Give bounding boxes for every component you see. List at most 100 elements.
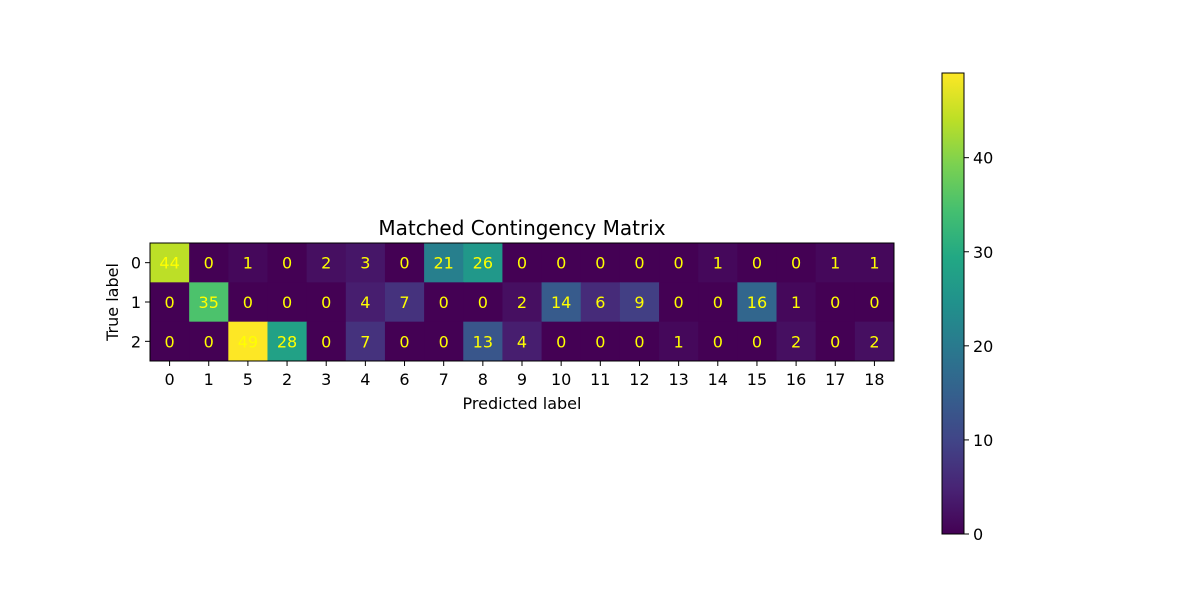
heatmap-cell-value: 0: [243, 293, 253, 312]
heatmap-cell-value: 0: [556, 332, 566, 351]
x-tick-label: 17: [825, 370, 845, 389]
heatmap-cell-value: 0: [321, 293, 331, 312]
heatmap-cell: [854, 321, 895, 362]
x-tick-label: 10: [551, 370, 571, 389]
colorbar-tick-label: 0: [973, 525, 983, 544]
heatmap-cell-value: 0: [164, 332, 174, 351]
heatmap-cell-value: 44: [159, 254, 179, 273]
x-tick-label: 2: [282, 370, 292, 389]
heatmap-cell-value: 0: [634, 332, 644, 351]
heatmap-cell: [659, 243, 699, 283]
heatmap-cell-value: 0: [830, 293, 840, 312]
heatmap-cell: [306, 282, 347, 323]
heatmap-cell-value: 2: [517, 293, 527, 312]
heatmap-cell-value: 0: [321, 332, 331, 351]
heatmap-cell: [502, 243, 543, 283]
colorbar-tick-label: 40: [973, 149, 993, 168]
heatmap-cell: [424, 243, 464, 283]
heatmap-cell: [463, 321, 503, 362]
heatmap-cell: [776, 282, 817, 323]
heatmap-cell: [228, 243, 268, 283]
heatmap-cell: [659, 321, 699, 362]
heatmap-cell-value: 1: [830, 254, 840, 273]
heatmap-cell-value: 0: [752, 332, 762, 351]
heatmap-cell: [541, 282, 582, 323]
heatmap-cell: [580, 282, 621, 323]
heatmap-cell-value: 0: [713, 332, 723, 351]
y-tick-label: 2: [131, 332, 141, 351]
x-tick-label: 3: [321, 370, 331, 389]
heatmap-cell-value: 0: [399, 254, 409, 273]
heatmap-cell-value: 14: [551, 293, 571, 312]
heatmap-cell: [737, 243, 778, 283]
heatmap-cell: [698, 243, 738, 283]
heatmap-cell-value: 1: [243, 254, 253, 273]
y-tick-label: 0: [131, 254, 141, 273]
heatmap-cell-value: 0: [595, 332, 605, 351]
heatmap-cell: [776, 321, 817, 362]
heatmap-cell-value: 4: [517, 332, 527, 351]
heatmap-cell: [150, 243, 190, 283]
heatmap-cell: [815, 321, 856, 362]
heatmap-cell-value: 49: [238, 332, 258, 351]
heatmap-cell: [228, 321, 268, 362]
heatmap-cell-value: 13: [473, 332, 493, 351]
heatmap-cell: [698, 321, 738, 362]
heatmap-cells: [150, 243, 895, 362]
heatmap-cell-value: 0: [674, 293, 684, 312]
x-tick-label: 5: [243, 370, 253, 389]
heatmap-cell-value: 0: [439, 293, 449, 312]
heatmap-cell: [189, 282, 229, 323]
x-tick-label: 6: [399, 370, 409, 389]
x-tick-label: 13: [668, 370, 688, 389]
heatmap-cell: [384, 321, 425, 362]
heatmap-cell-value: 0: [869, 293, 879, 312]
x-tick-label: 7: [439, 370, 449, 389]
heatmap-cell: [737, 321, 778, 362]
x-axis-ticks: 0 1 5 2 3 4 6 7 8 9 10 11 12 13 14 15 16 17 18: [164, 361, 885, 389]
heatmap-cell-value: 0: [478, 293, 488, 312]
colorbar-tick-label: 20: [973, 337, 993, 356]
heatmap-cell-value: 9: [634, 293, 644, 312]
heatmap-cell-value: 1: [674, 332, 684, 351]
heatmap-cell-value: 0: [752, 254, 762, 273]
colorbar: [941, 72, 965, 535]
heatmap-cell: [150, 321, 190, 362]
heatmap-cell: [541, 321, 582, 362]
heatmap-cell-value: 4: [360, 293, 370, 312]
heatmap-cell: [815, 282, 856, 323]
heatmap-cell: [267, 243, 308, 283]
heatmap-cell: [463, 243, 503, 283]
heatmap-cell: [463, 282, 503, 323]
heatmap-cell: [189, 321, 229, 362]
colorbar-tick-label: 30: [973, 243, 993, 262]
heatmap-cell-value: 35: [199, 293, 219, 312]
x-tick-label: 9: [517, 370, 527, 389]
heatmap-cell: [384, 282, 425, 323]
heatmap-cell-value: 7: [399, 293, 409, 312]
heatmap-cell-value: 3: [360, 254, 370, 273]
heatmap-cell: [541, 243, 582, 283]
heatmap-cell-value: 0: [204, 332, 214, 351]
heatmap-cell: [384, 243, 425, 283]
heatmap-cell-value: 0: [556, 254, 566, 273]
heatmap-cell-value: 21: [434, 254, 454, 273]
heatmap-cell: [619, 282, 660, 323]
y-axis-label: True label: [103, 263, 122, 342]
x-tick-label: 0: [164, 370, 174, 389]
heatmap-cell-value: 0: [517, 254, 527, 273]
heatmap-cell-value: 0: [399, 332, 409, 351]
heatmap-cell-value: 0: [595, 254, 605, 273]
y-axis-ticks: 0 1 2: [131, 254, 150, 351]
heatmap-cell-value: 0: [282, 293, 292, 312]
heatmap-cell: [502, 282, 543, 323]
x-tick-label: 1: [204, 370, 214, 389]
heatmap-cell: [267, 282, 308, 323]
chart-title: Matched Contingency Matrix: [378, 216, 665, 240]
heatmap-cell-value: 2: [869, 332, 879, 351]
x-tick-label: 11: [590, 370, 610, 389]
heatmap-cell: [424, 321, 464, 362]
heatmap-cell: [150, 282, 190, 323]
heatmap-cell: [345, 282, 386, 323]
heatmap-cell: [659, 282, 699, 323]
